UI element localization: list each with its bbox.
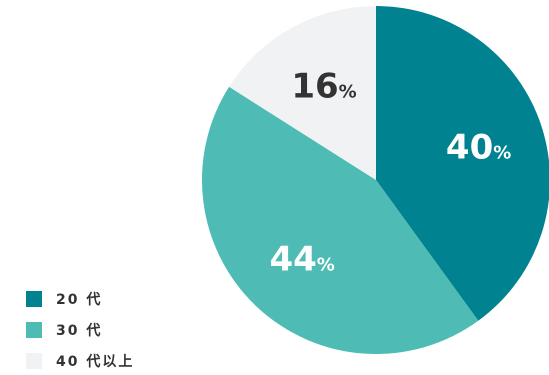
slice-label-2: 44% [269,240,334,280]
legend-item-1: 20 代 [26,290,134,308]
slice-unit-3: % [339,81,357,102]
pie-slice-3 [229,6,376,180]
pie-slice-2 [202,86,479,354]
slice-value-2: 44 [269,240,316,280]
legend-swatch-2 [26,322,42,338]
legend-label-3: 40 代以上 [56,354,135,370]
slice-unit-1: % [493,143,511,164]
slice-value-1: 40 [446,128,493,168]
slice-unit-2: % [317,255,335,276]
legend-item-2: 30 代 [26,321,134,339]
legend-swatch-3 [26,353,42,369]
legend-swatch-1 [26,291,42,307]
slice-label-3: 16% [291,66,356,106]
slice-value-3: 16 [291,66,338,106]
legend: 20 代 30 代 40 代以上 [26,290,134,375]
pie-slice-1 [376,6,549,321]
legend-label-2: 30 代 [56,323,103,339]
slice-label-1: 40% [446,128,511,168]
legend-label-1: 20 代 [56,292,103,308]
legend-item-3: 40 代以上 [26,352,134,370]
